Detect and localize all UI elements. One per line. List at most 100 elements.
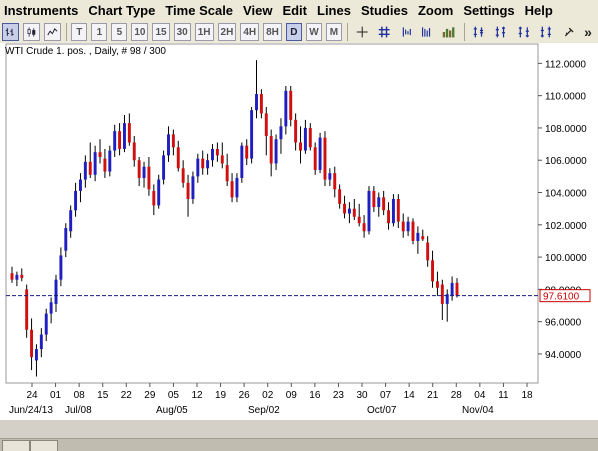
- menu-zoom[interactable]: Zoom: [417, 2, 454, 18]
- bar-chart-button[interactable]: [2, 23, 19, 41]
- sheet-tab[interactable]: [30, 440, 58, 451]
- menu-edit[interactable]: Edit: [282, 2, 307, 18]
- candle-body: [93, 152, 97, 175]
- candlestick-chart-button[interactable]: [22, 23, 40, 41]
- channel-button[interactable]: [537, 23, 555, 41]
- candle: [411, 218, 415, 245]
- period-button-m[interactable]: M: [325, 23, 342, 41]
- candle: [74, 182, 78, 217]
- candle-body: [167, 134, 170, 156]
- candle-body: [215, 148, 219, 156]
- candle-body: [235, 177, 239, 198]
- candle-body: [113, 131, 117, 151]
- candle-body: [10, 273, 14, 280]
- candle-body: [142, 166, 146, 178]
- candle: [157, 174, 161, 209]
- candle: [152, 184, 156, 216]
- zoom-in-button[interactable]: [418, 23, 435, 41]
- candle: [113, 124, 117, 157]
- x-tick-label: 16: [309, 390, 321, 401]
- candle: [59, 247, 63, 287]
- candle: [264, 106, 268, 156]
- price-chart[interactable]: WTI Crude 1. pos. , Daily, # 98 / 300 94…: [0, 43, 598, 420]
- candle: [440, 279, 444, 321]
- crosshair-button[interactable]: [353, 23, 371, 41]
- zoom-out-button[interactable]: [398, 23, 415, 41]
- chart-area[interactable]: WTI Crude 1. pos. , Daily, # 98 / 300 94…: [0, 43, 598, 420]
- menu-bar: Instruments Chart Type Time Scale View Edit L…: [0, 0, 598, 21]
- period-button-t[interactable]: T: [71, 23, 88, 41]
- period-button-15[interactable]: 15: [152, 23, 170, 41]
- candle: [54, 274, 58, 312]
- candle: [279, 118, 283, 154]
- candle: [20, 268, 24, 282]
- draw-lines-button[interactable]: [470, 23, 488, 41]
- period-button-2h[interactable]: 2H: [217, 23, 237, 41]
- candle-body: [259, 94, 263, 114]
- period-button-4h[interactable]: 4H: [240, 23, 260, 41]
- zoom-out-icon: [402, 27, 411, 37]
- period-button-1[interactable]: 1: [91, 23, 108, 41]
- candle-body: [440, 284, 444, 304]
- menu-chart-type[interactable]: Chart Type: [88, 2, 156, 18]
- candle-body: [137, 160, 141, 178]
- candle-body: [279, 126, 283, 140]
- candle: [30, 318, 34, 371]
- period-button-w[interactable]: W: [305, 23, 322, 41]
- candle-body: [132, 142, 136, 161]
- candle: [34, 344, 38, 377]
- x-tick-label: 15: [97, 390, 109, 401]
- candle: [391, 194, 395, 227]
- period-button-1h[interactable]: 1H: [194, 23, 214, 41]
- candle: [255, 60, 258, 119]
- period-button-30[interactable]: 30: [173, 23, 191, 41]
- candle-body: [367, 190, 371, 232]
- candle: [303, 119, 307, 154]
- candle-body: [245, 145, 249, 159]
- period-button-5[interactable]: 5: [111, 23, 128, 41]
- candle: [220, 142, 224, 169]
- volume-button[interactable]: [439, 23, 459, 41]
- candle-body: [211, 148, 214, 161]
- menu-time-scale[interactable]: Time Scale: [165, 2, 234, 18]
- trend-channel-button[interactable]: [515, 23, 533, 41]
- candle: [93, 145, 97, 182]
- candle-body: [108, 150, 112, 172]
- pointer-button[interactable]: [560, 23, 578, 41]
- candle: [362, 215, 366, 238]
- candle: [83, 155, 87, 188]
- period-button-8h[interactable]: 8H: [263, 23, 282, 41]
- sheet-tab[interactable]: [2, 440, 30, 451]
- y-tick-label: 108.0000: [545, 124, 587, 135]
- line-chart-button[interactable]: [43, 23, 61, 41]
- candle-body: [391, 198, 395, 224]
- menu-help[interactable]: Help: [524, 2, 553, 18]
- menu-instruments[interactable]: Instruments: [4, 2, 79, 18]
- fibonacci-button[interactable]: [492, 23, 510, 41]
- period-button-d[interactable]: D: [285, 23, 302, 41]
- menu-lines[interactable]: Lines: [317, 2, 351, 18]
- zoom-in-icon: [422, 27, 431, 37]
- candle-body: [127, 123, 131, 143]
- candle: [235, 173, 239, 203]
- menu-view[interactable]: View: [243, 2, 273, 18]
- candle-body: [426, 242, 430, 261]
- candle: [377, 192, 381, 217]
- candle: [308, 123, 312, 151]
- more-icon[interactable]: »: [584, 24, 592, 40]
- grid-icon: [378, 26, 390, 38]
- period-button-10[interactable]: 10: [131, 23, 149, 41]
- candle-body: [162, 155, 166, 180]
- menu-studies[interactable]: Studies: [360, 2, 408, 18]
- grid-button[interactable]: [375, 23, 393, 41]
- draw-lines-icon: [473, 26, 484, 38]
- menu-settings[interactable]: Settings: [463, 2, 515, 18]
- candle: [289, 85, 293, 127]
- line-chart-icon: [47, 28, 58, 36]
- candle-body: [264, 113, 268, 137]
- candle: [15, 271, 19, 287]
- y-tick-label: 110.0000: [545, 92, 586, 103]
- candle: [211, 144, 214, 167]
- candle: [357, 203, 361, 227]
- candle-body: [240, 145, 244, 178]
